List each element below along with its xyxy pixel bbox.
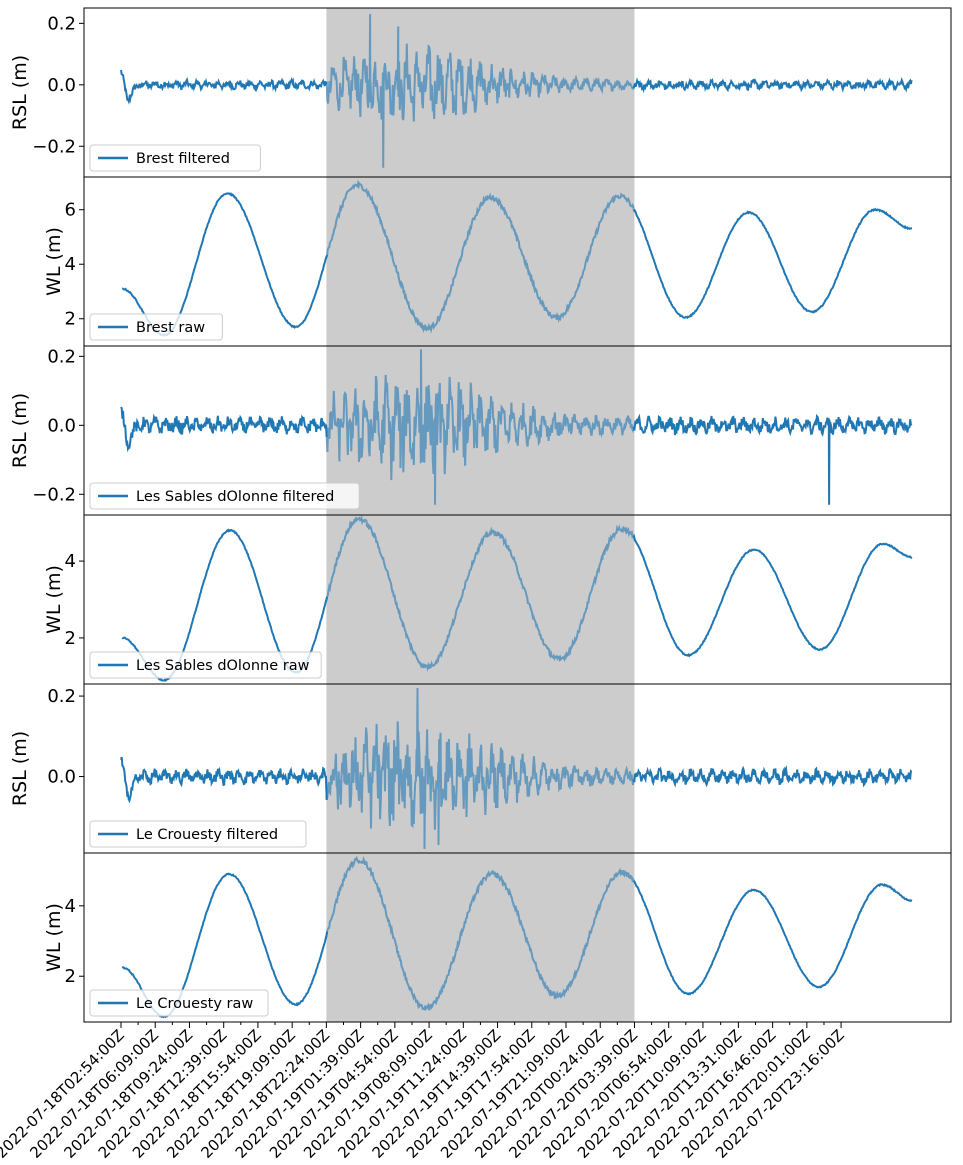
legend-box (89, 651, 322, 679)
y-tick-label: −0.2 (32, 136, 76, 157)
legend: Les Sables dOlonne filtered (89, 482, 360, 510)
series-line-pre (120, 406, 328, 453)
legend-label: Le Crouesty filtered (136, 827, 278, 843)
y-tick-label: 0.2 (47, 346, 76, 367)
panel-6: 2 4WL (m) Le Crouesty raw (43, 852, 952, 1023)
y-tick-label: 0.0 (47, 767, 76, 788)
legend-label: Brest raw (136, 320, 205, 336)
legend-box (89, 482, 360, 510)
series-line (120, 349, 913, 505)
axes-frame (83, 852, 952, 1023)
series-line (120, 687, 913, 850)
y-axis-label: RSL (m) (9, 55, 31, 130)
legend: Le Crouesty raw (89, 989, 269, 1017)
y-tick-label: 4 (65, 254, 76, 275)
legend: Brest filtered (89, 144, 261, 172)
y-axis-label: RSL (m) (9, 731, 31, 806)
y-tick-label: 0.2 (47, 13, 76, 34)
y-axis-label: WL (m) (43, 565, 65, 634)
series-line-post (632, 413, 913, 505)
legend: Les Sables dOlonne raw (89, 651, 322, 679)
series-line (120, 14, 913, 168)
panel-4: 2 4WL (m) Les Sables dOlonne raw (43, 514, 952, 685)
legend-label: Les Sables dOlonne filtered (136, 489, 334, 505)
panel-3: −0.2 0.0 0.2 RSL (m) Les Sables dOlonne filt… (9, 345, 952, 516)
y-axis-label: RSL (m) (9, 393, 31, 468)
series-line-event (325, 14, 636, 168)
series-line-event (324, 179, 637, 334)
legend: Le Crouesty filtered (89, 820, 307, 848)
series-line-post (632, 77, 913, 94)
y-tick-label: 0.0 (47, 75, 76, 96)
series-line-event (324, 855, 637, 1011)
panel-2: 2 4 6WL (m) Brest raw (43, 176, 952, 347)
y-tick-label: 2 (65, 966, 76, 987)
legend-box (89, 820, 307, 848)
y-tick-label: 2 (65, 628, 76, 649)
legend-box (89, 144, 261, 172)
y-tick-label: −0.2 (32, 484, 76, 505)
panel-5: 0.0 0.2 RSL (m) Le Crouesty filtered (9, 683, 952, 854)
series-line-event (325, 687, 636, 850)
y-tick-label: 0.0 (47, 415, 76, 436)
legend: Brest raw (89, 313, 223, 341)
y-tick-label: 6 (65, 200, 76, 221)
series-line-event (324, 515, 637, 672)
series-line-post (632, 764, 913, 788)
series-line-event (325, 349, 636, 505)
y-tick-label: 2 (65, 309, 76, 330)
y-tick-label: 0.2 (47, 686, 76, 707)
legend-label: Les Sables dOlonne raw (136, 658, 310, 674)
y-tick-label: 4 (65, 896, 76, 917)
x-axis: 2022-07-18T02:54:00Z2022-07-18T06:09:00Z… (0, 1022, 848, 1162)
legend-box (89, 313, 223, 341)
y-tick-label: 4 (65, 551, 76, 572)
series-line-post (633, 880, 913, 996)
y-axis-label: WL (m) (43, 227, 65, 296)
legend-label: Brest filtered (136, 151, 230, 167)
y-axis-label: WL (m) (43, 903, 65, 972)
panel-1: −0.2 0.0 0.2 RSL (m) Brest filtered (9, 7, 952, 178)
series-line-post (632, 535, 913, 658)
series-line-post (633, 207, 912, 320)
legend-label: Le Crouesty raw (136, 996, 253, 1012)
series-line-pre (120, 756, 328, 804)
series-line-pre (120, 69, 328, 105)
legend-box (89, 989, 269, 1017)
